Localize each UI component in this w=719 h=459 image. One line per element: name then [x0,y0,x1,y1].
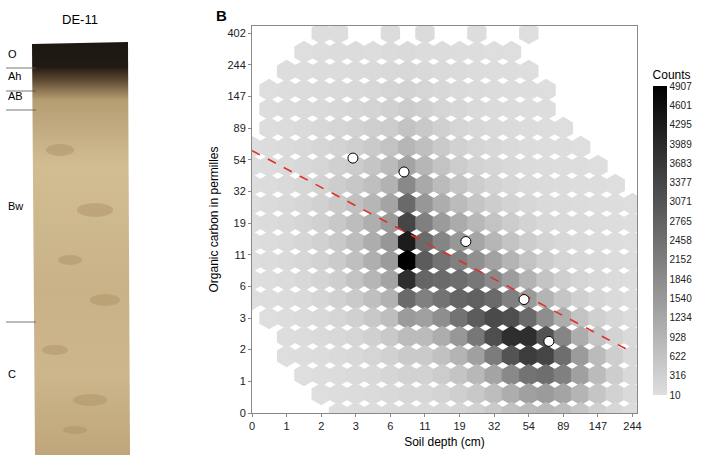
svg-text:19: 19 [453,420,465,432]
svg-text:2152: 2152 [670,254,693,265]
svg-text:147: 147 [589,420,607,432]
svg-text:AB: AB [8,90,23,102]
svg-text:3683: 3683 [670,158,693,169]
svg-text:1540: 1540 [670,293,693,304]
svg-text:Counts: Counts [653,68,691,82]
svg-text:2: 2 [240,343,246,355]
svg-text:928: 928 [670,332,687,343]
svg-text:54: 54 [523,420,535,432]
svg-text:622: 622 [670,351,687,362]
svg-text:4295: 4295 [670,119,693,130]
svg-text:2765: 2765 [670,216,693,227]
svg-text:32: 32 [234,185,246,197]
svg-text:32: 32 [488,420,500,432]
svg-text:54: 54 [234,154,246,166]
svg-text:Soil depth (cm): Soil depth (cm) [404,435,485,449]
svg-text:3: 3 [353,420,359,432]
svg-text:4907: 4907 [670,81,693,92]
svg-text:11: 11 [419,420,430,432]
svg-text:Bw: Bw [8,200,23,212]
svg-text:89: 89 [234,122,246,134]
svg-text:2458: 2458 [670,235,693,246]
svg-text:B: B [216,7,227,24]
svg-text:2: 2 [318,420,324,432]
svg-text:3: 3 [240,312,246,324]
svg-text:3071: 3071 [670,196,693,207]
svg-text:1: 1 [240,375,246,387]
svg-text:1: 1 [284,420,290,432]
svg-text:4601: 4601 [670,100,693,111]
svg-text:Ah: Ah [8,70,21,82]
svg-text:C: C [8,368,16,380]
svg-text:402: 402 [227,27,245,39]
svg-text:0: 0 [240,407,246,419]
svg-text:147: 147 [227,90,245,102]
svg-text:1234: 1234 [670,312,693,323]
svg-text:89: 89 [557,420,569,432]
svg-text:0: 0 [249,420,255,432]
svg-text:10: 10 [670,390,682,401]
svg-text:19: 19 [234,217,246,229]
svg-text:3377: 3377 [670,177,693,188]
svg-text:6: 6 [240,280,246,292]
svg-text:Organic carbon in permilles: Organic carbon in permilles [207,146,221,292]
svg-text:1846: 1846 [670,274,693,285]
svg-text:316: 316 [670,370,687,381]
svg-text:3989: 3989 [670,139,693,150]
svg-text:6: 6 [387,420,393,432]
svg-text:11: 11 [234,249,245,261]
svg-text:244: 244 [623,420,641,432]
svg-text:DE-11: DE-11 [62,12,98,27]
svg-text:244: 244 [227,59,245,71]
svg-text:O: O [8,48,17,60]
